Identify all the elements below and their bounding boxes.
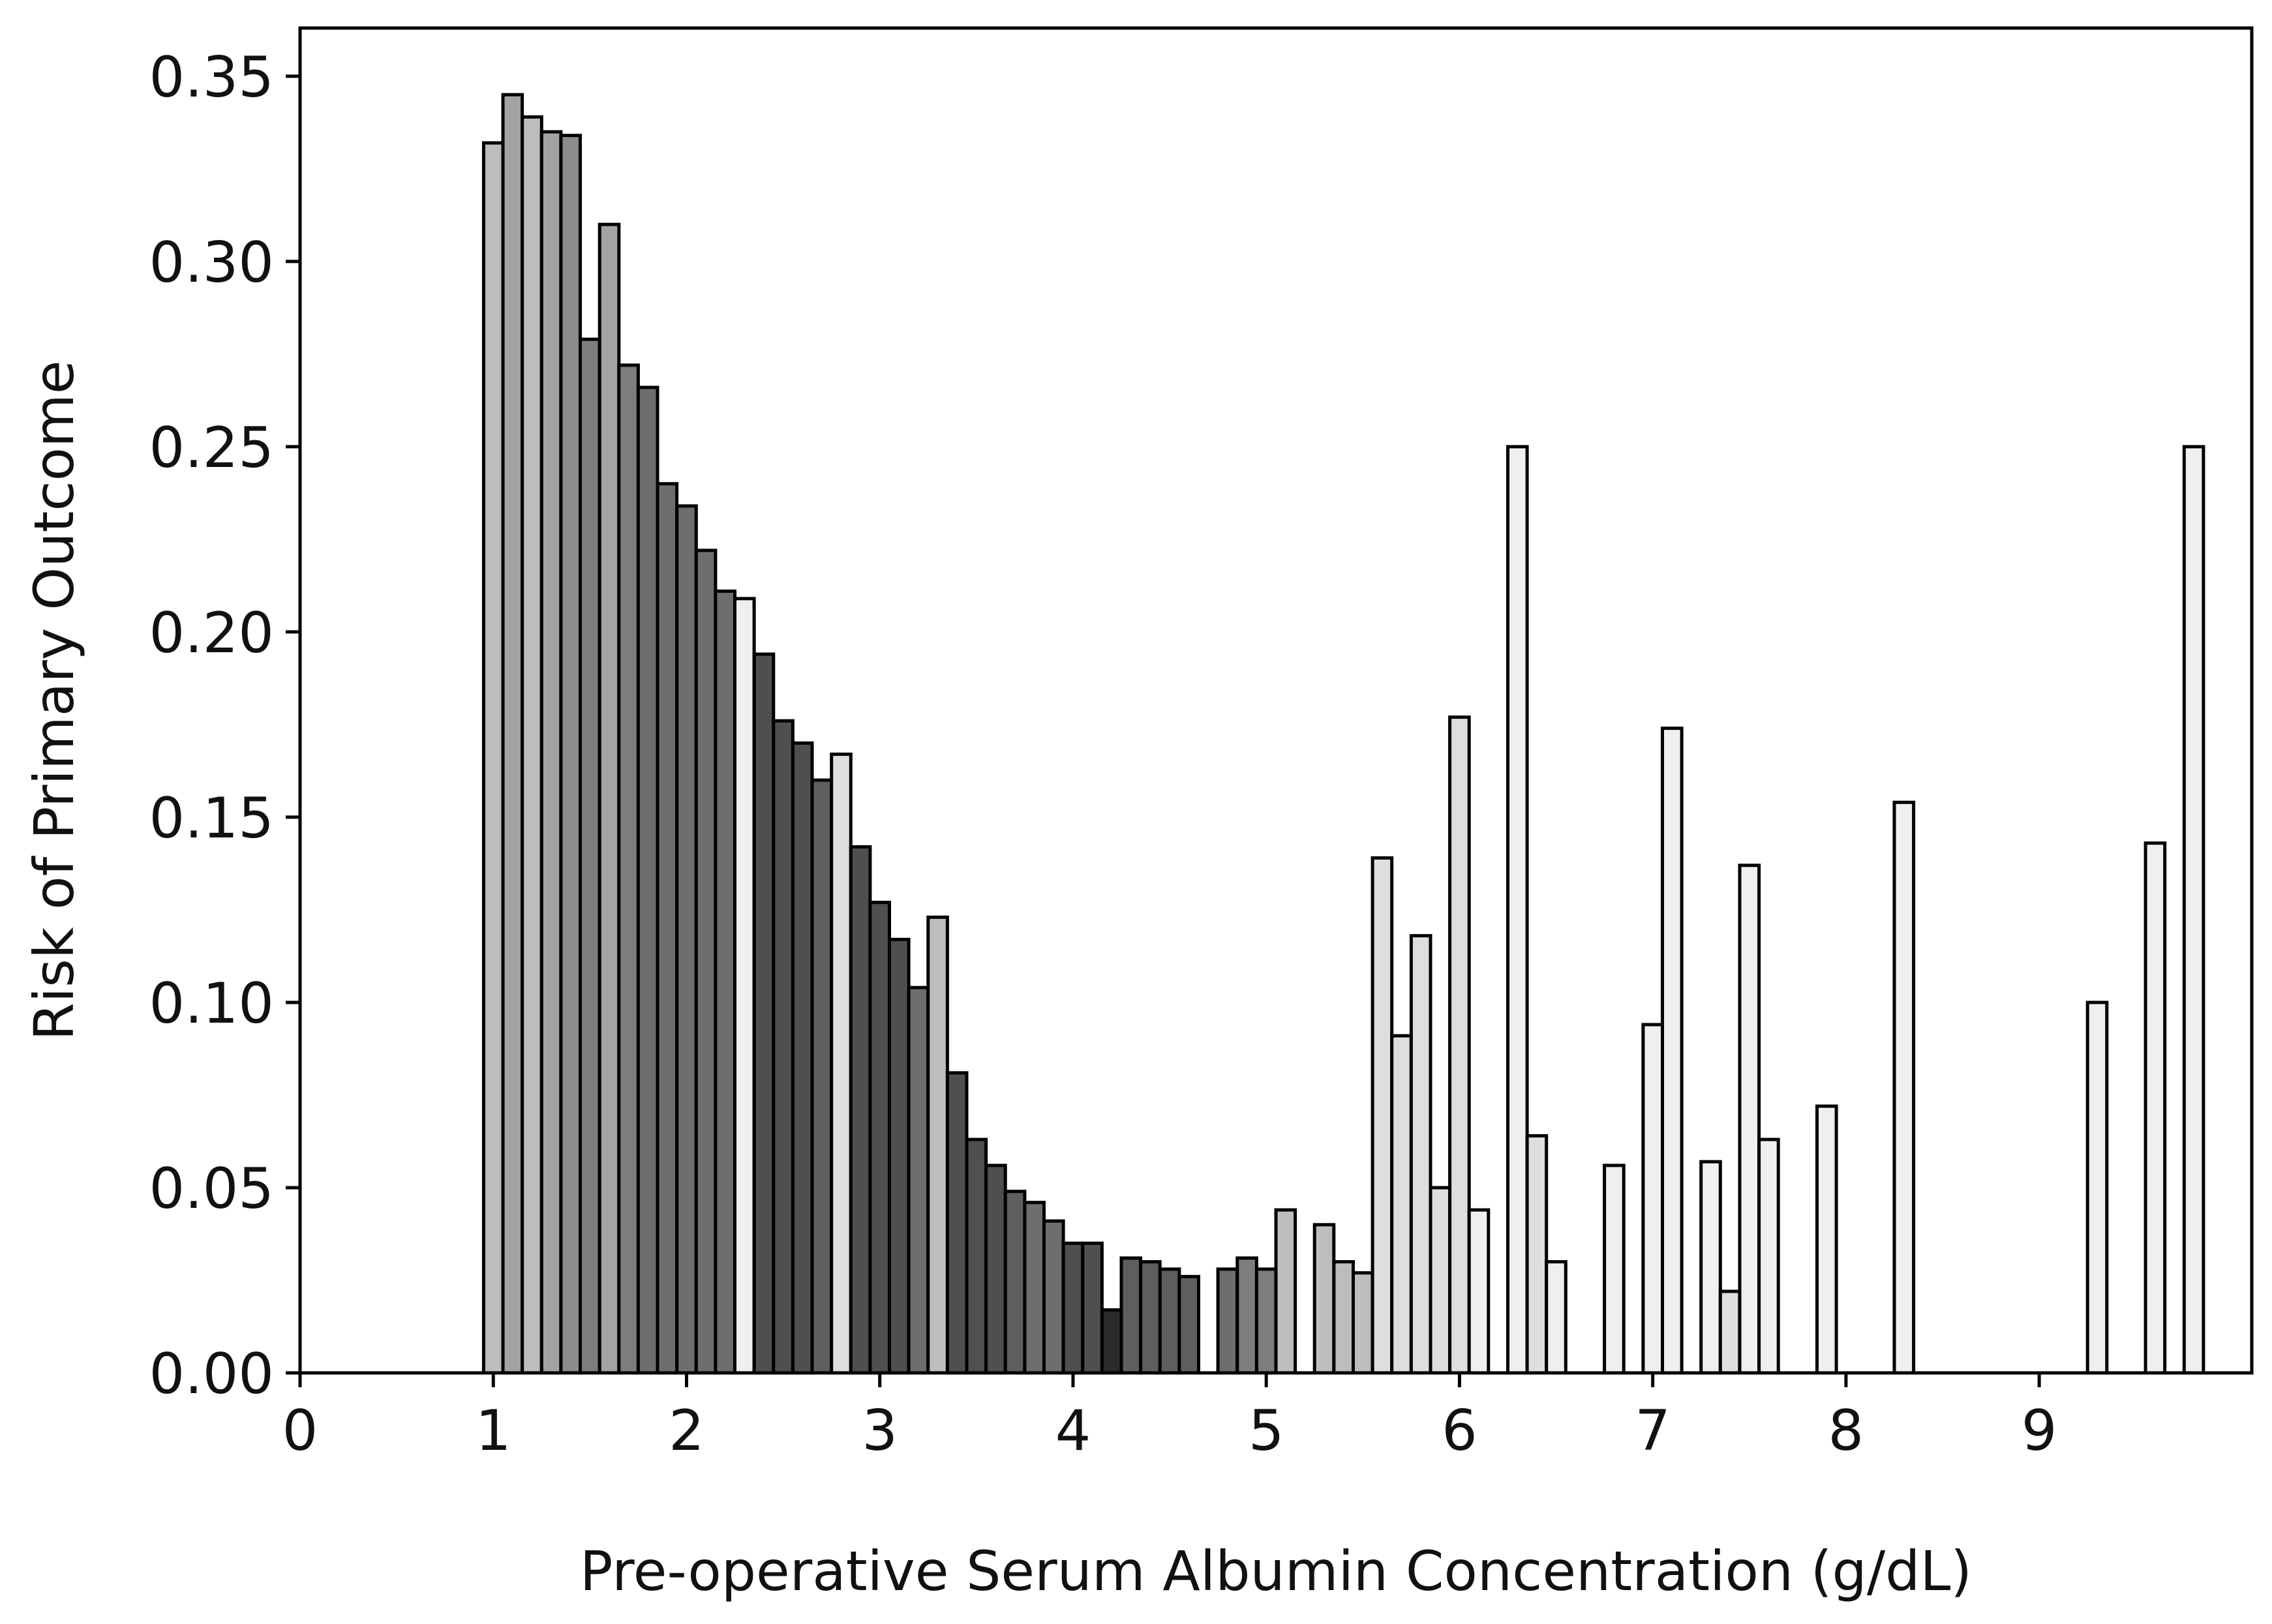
x-tick-label-8: 8 [1828, 1398, 1864, 1464]
bar-26 [984, 1164, 1007, 1375]
bar-54 [1603, 1164, 1626, 1375]
x-tick-label-7: 7 [1635, 1398, 1671, 1464]
bar-8 [636, 385, 659, 1375]
bar-1 [501, 93, 524, 1375]
bar-18 [830, 752, 853, 1375]
y-tick-label-2: 0.10 [149, 971, 274, 1036]
bar-11 [694, 549, 718, 1375]
bar-9 [656, 482, 679, 1375]
bar-50 [1506, 445, 1529, 1375]
bar-2 [521, 115, 543, 1375]
bar-45 [1390, 1034, 1413, 1375]
bar-17 [810, 778, 834, 1375]
bar-28 [1023, 1201, 1046, 1375]
x-tick-label-3: 3 [862, 1398, 898, 1464]
bar-59 [1738, 864, 1761, 1375]
bar-6 [598, 222, 621, 1375]
y-tick-label-4: 0.20 [149, 601, 274, 666]
plot-area-frame [298, 26, 2254, 1375]
bar-25 [965, 1137, 988, 1375]
y-tick-label-1: 0.05 [149, 1156, 274, 1222]
bar-44 [1371, 856, 1394, 1375]
bar-74 [2182, 445, 2205, 1375]
bar-12 [714, 589, 737, 1375]
bar-41 [1312, 1223, 1336, 1375]
bars-layer [481, 93, 2205, 1375]
bar-31 [1081, 1241, 1104, 1375]
bar-21 [888, 937, 911, 1375]
bar-22 [907, 985, 930, 1375]
bar-58 [1718, 1289, 1742, 1375]
bar-38 [1235, 1256, 1258, 1375]
x-tick-label-0: 0 [282, 1398, 318, 1464]
x-tick-label-9: 9 [2022, 1398, 2057, 1464]
y-tick-label-5: 0.25 [149, 415, 274, 481]
bar-4 [559, 134, 583, 1375]
bar-5 [579, 337, 601, 1375]
bar-57 [1699, 1160, 1722, 1375]
y-tick-label-6: 0.30 [149, 230, 274, 295]
x-axis-title: Pre-operative Serum Albumin Concentratio… [580, 1539, 1972, 1603]
bar-33 [1119, 1256, 1143, 1375]
bar-40 [1274, 1208, 1297, 1375]
bar-73 [2143, 841, 2167, 1375]
bar-37 [1216, 1267, 1239, 1375]
y-tick-label-0: 0.00 [149, 1342, 274, 1407]
bar-0 [481, 141, 505, 1375]
bar-47 [1429, 1186, 1452, 1375]
x-tick-label-5: 5 [1249, 1398, 1284, 1464]
bar-23 [926, 915, 949, 1375]
y-axis-title: Risk of Primary Outcome [22, 360, 86, 1040]
bar-60 [1757, 1137, 1780, 1375]
bar-36 [1177, 1274, 1201, 1375]
x-tick-label-2: 2 [669, 1398, 704, 1464]
bar-14 [752, 652, 776, 1375]
x-tick-label-4: 4 [1055, 1398, 1091, 1464]
bar-15 [772, 719, 795, 1375]
bar-52 [1545, 1260, 1568, 1375]
bar-51 [1525, 1134, 1549, 1375]
bar-24 [945, 1071, 969, 1375]
bar-19 [849, 845, 872, 1375]
bar-34 [1139, 1260, 1162, 1375]
bar-27 [1003, 1190, 1027, 1375]
ticks-layer: 0 1 2 3 4 5 6 7 8 9 0.00 0.05 0.10 0.15 0.20 0.25 0.30 0.… [149, 45, 2057, 1464]
bar-20 [868, 901, 892, 1375]
bar-42 [1332, 1260, 1356, 1375]
bar-30 [1061, 1241, 1085, 1375]
x-tick-label-6: 6 [1442, 1398, 1477, 1464]
bar-32 [1100, 1308, 1123, 1375]
bar-13 [733, 597, 756, 1375]
y-tick-label-7: 0.35 [149, 45, 274, 110]
bar-35 [1158, 1267, 1181, 1375]
bar-3 [539, 130, 563, 1375]
bar-62 [1815, 1104, 1838, 1375]
bar-46 [1409, 934, 1432, 1375]
x-tick-label-1: 1 [476, 1398, 511, 1464]
bar-56 [1661, 727, 1684, 1375]
bar-29 [1042, 1219, 1065, 1375]
y-tick-label-3: 0.15 [149, 786, 274, 851]
bar-7 [617, 363, 640, 1375]
bar-49 [1467, 1208, 1491, 1375]
bar-55 [1641, 1023, 1664, 1375]
bar-39 [1254, 1267, 1278, 1375]
bar-65 [1892, 800, 1916, 1375]
bar-10 [675, 504, 698, 1375]
bar-72 [2085, 1000, 2109, 1375]
bar-43 [1352, 1271, 1374, 1375]
bar-16 [791, 741, 814, 1375]
bar-48 [1448, 715, 1471, 1375]
